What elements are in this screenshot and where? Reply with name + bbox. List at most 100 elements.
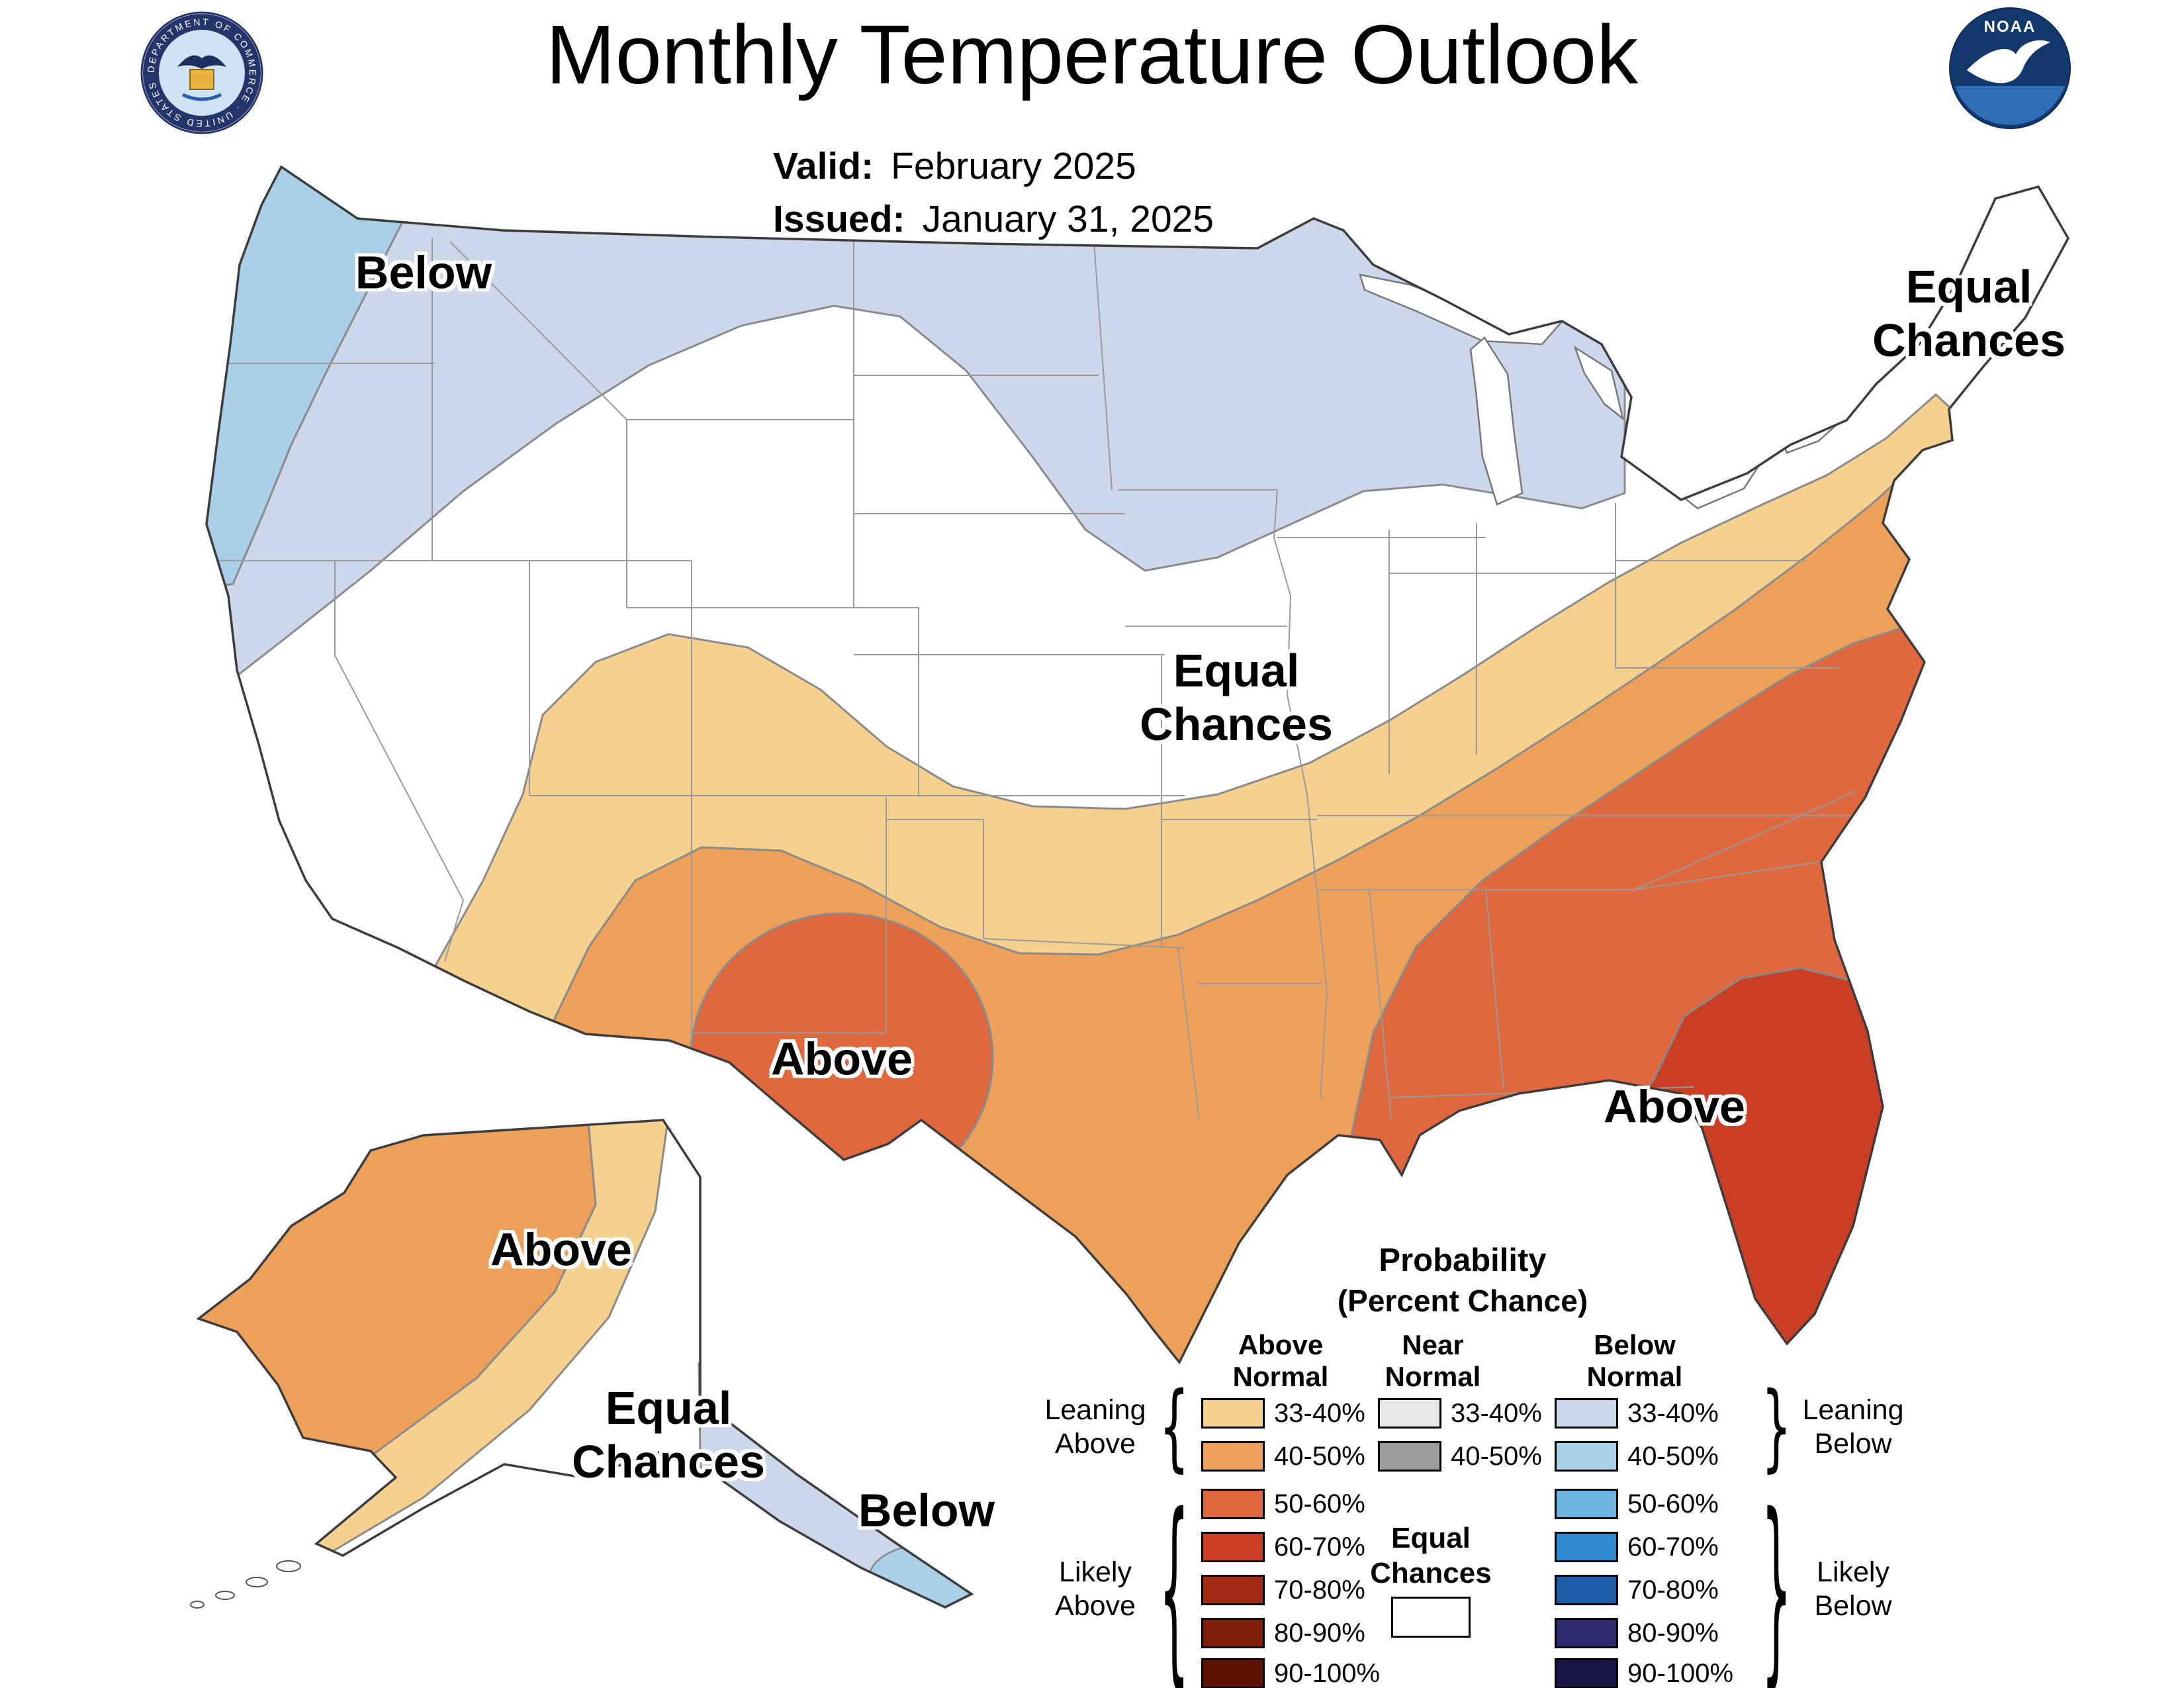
legend-row-label: 90-100%	[1274, 1658, 1381, 1688]
legend-swatch-below-40-50	[1555, 1441, 1618, 1472]
legend-column-label: Above	[1238, 1329, 1324, 1360]
legend-group-label: Below	[1814, 1427, 1892, 1460]
legend-row-below-80-90: 80-90%	[1555, 1618, 1719, 1648]
legend-row-label: 90-100%	[1627, 1658, 1734, 1688]
map-label-above-texas: Above	[771, 1033, 913, 1085]
legend-column-below-normal: Below Normal	[1535, 1329, 1734, 1393]
legend-row-below-50-60: 50-60%	[1555, 1489, 1719, 1519]
legend-row-below-33-40: 33-40%	[1555, 1398, 1719, 1429]
legend-row-label: 33-40%	[1627, 1398, 1719, 1428]
legend-group-label: Above	[1055, 1427, 1136, 1460]
legend-row-near-40-50: 40-50%	[1378, 1441, 1542, 1472]
legend-swatch-above-70-80	[1201, 1575, 1265, 1605]
map-label-equal-chances-northeast: Equal Chances	[1872, 260, 2066, 367]
map-label-line: Chances	[1872, 314, 2066, 366]
legend-swatch-above-40-50	[1201, 1441, 1265, 1472]
legend-group-label: Likely	[1817, 1556, 1889, 1588]
state-borders	[208, 238, 1906, 1121]
legend-row-label: 40-50%	[1274, 1441, 1365, 1471]
leaning-above-brace: {	[1159, 1371, 1189, 1482]
legend-row-above-50-60: 50-60%	[1201, 1489, 1365, 1519]
legend-swatch-near-40-50	[1378, 1441, 1441, 1472]
map-label-line: Chances	[1140, 698, 1333, 750]
alaska-map	[190, 1119, 974, 1609]
legend-row-label: 70-80%	[1274, 1575, 1365, 1605]
map-label-equal-chances-central: Equal Chances	[1140, 644, 1333, 751]
legend-row-label: 33-40%	[1274, 1398, 1365, 1428]
legend-row-label: 50-60%	[1627, 1489, 1719, 1519]
valid-line: Valid: February 2025	[773, 144, 1214, 188]
likely-above-brace: {	[1159, 1470, 1189, 1688]
legend-row-above-80-90: 80-90%	[1201, 1618, 1365, 1648]
map-label-alaska-equal-chances: Equal Chances	[572, 1382, 765, 1489]
legend-group-label: Likely	[1059, 1556, 1132, 1588]
map-label-line: Equal	[1905, 260, 2032, 312]
legend-swatch-above-33-40	[1201, 1398, 1265, 1429]
legend-swatch-below-70-80	[1555, 1575, 1618, 1605]
legend-row-label: 80-90%	[1627, 1618, 1719, 1648]
legend-row-label: 70-80%	[1627, 1575, 1719, 1605]
leaning-below-brace: }	[1761, 1371, 1792, 1482]
legend-column-above-normal: Above Normal	[1181, 1329, 1380, 1393]
map-label-line: Equal	[1173, 644, 1300, 696]
legend-group-leaning-above: Leaning Above	[1009, 1393, 1181, 1460]
map-label-alaska-above: Above	[490, 1223, 632, 1276]
legend-row-label: 33-40%	[1451, 1398, 1542, 1428]
issued-line: Issued: January 31, 2025	[773, 197, 1214, 241]
legend-column-label: Normal	[1385, 1361, 1481, 1393]
legend-row-above-60-70: 60-70%	[1201, 1532, 1365, 1562]
issued-value: January 31, 2025	[922, 198, 1214, 240]
issued-label: Issued:	[773, 198, 905, 240]
legend-swatch-below-50-60	[1555, 1489, 1618, 1519]
legend-column-label: Near	[1402, 1329, 1464, 1360]
legend-equal-chances-label: Equal Chances	[1332, 1521, 1530, 1591]
legend-group-likely-below: Likely Below	[1767, 1556, 1939, 1622]
legend-column-label: Normal	[1232, 1361, 1329, 1393]
legend-swatch-above-50-60	[1201, 1489, 1265, 1519]
commerce-seal: DEPARTMENT OF COMMERCE · UNITED STATES O…	[139, 10, 263, 134]
legend-equal-chances-line: Chances	[1370, 1556, 1492, 1589]
legend-group-label: Below	[1814, 1589, 1892, 1622]
map-label-below-northwest: Below	[355, 246, 492, 299]
legend-row-above-33-40: 33-40%	[1201, 1398, 1365, 1429]
noaa-logo-text: NOAA	[1984, 18, 2036, 36]
legend-column-near-normal: Near Normal	[1334, 1329, 1532, 1393]
legend-row-above-70-80: 70-80%	[1201, 1575, 1365, 1605]
legend-title: Probability	[1379, 1243, 1547, 1278]
noaa-ocean-icon	[1955, 86, 2065, 125]
legend-swatch-below-80-90	[1555, 1618, 1618, 1648]
noaa-seagull-icon	[1967, 40, 2050, 83]
legend-row-above-40-50: 40-50%	[1201, 1441, 1365, 1472]
legend-row-above-90-100: 90-100%	[1201, 1658, 1380, 1688]
commerce-eagle-icon	[177, 55, 226, 69]
legend-group-label: Above	[1055, 1589, 1136, 1622]
below-33-40-region	[206, 167, 1626, 714]
legend-swatch-above-80-90	[1201, 1618, 1265, 1648]
commerce-waves-icon	[181, 93, 222, 101]
legend-group-label: Leaning	[1044, 1394, 1146, 1426]
page-title: Monthly Temperature Outlook	[545, 8, 1639, 101]
legend-row-label: 40-50%	[1451, 1441, 1542, 1471]
map-label-above-southeast: Above	[1604, 1080, 1745, 1133]
legend-column-label: Below	[1594, 1329, 1676, 1360]
legend-swatch-near-33-40	[1378, 1398, 1441, 1429]
legend-equal-chances-swatch	[1391, 1597, 1471, 1638]
legend-swatch-above-90-100	[1201, 1658, 1265, 1688]
lake-michigan	[1469, 336, 1524, 506]
legend-row-label: 50-60%	[1274, 1489, 1365, 1519]
map-label-line: Chances	[572, 1436, 765, 1487]
legend-group-likely-above: Likely Above	[1009, 1556, 1181, 1622]
lake-huron	[1573, 345, 1625, 421]
legend-swatch-above-60-70	[1201, 1532, 1265, 1562]
legend-group-leaning-below: Leaning Below	[1767, 1393, 1939, 1460]
legend-column-label: Normal	[1586, 1361, 1683, 1393]
legend-row-near-33-40: 33-40%	[1378, 1398, 1542, 1429]
legend-row-label: 80-90%	[1274, 1618, 1365, 1648]
commerce-shield-icon	[189, 69, 214, 90]
legend-swatch-below-33-40	[1555, 1398, 1618, 1429]
legend-row-label: 60-70%	[1274, 1532, 1365, 1562]
legend-swatch-below-60-70	[1555, 1532, 1618, 1562]
likely-below-brace: }	[1761, 1470, 1792, 1688]
validity-block: Valid: February 2025 Issued: January 31, 2…	[773, 144, 1214, 250]
